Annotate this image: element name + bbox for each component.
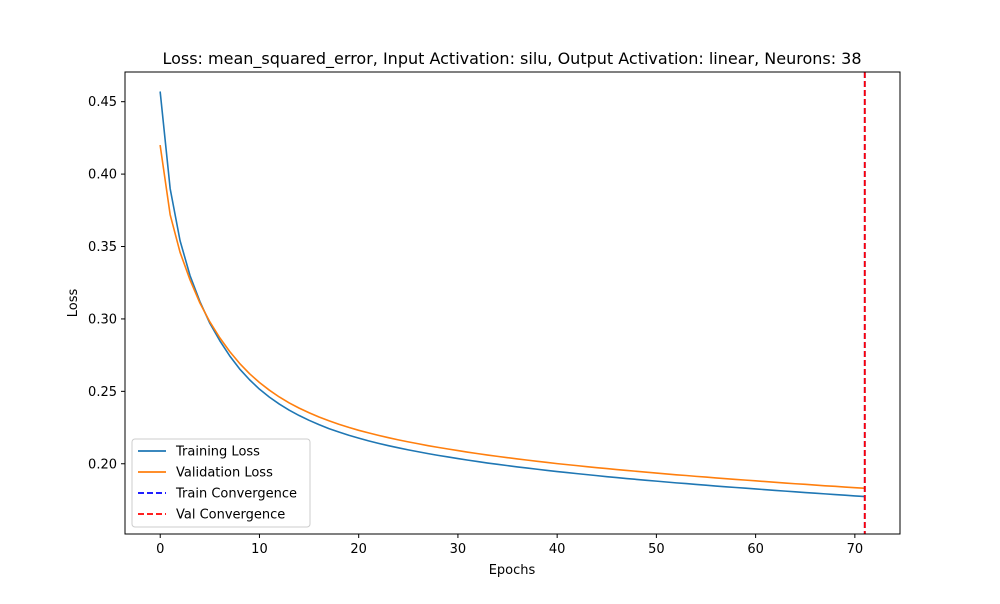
x-tick-label: 30 [450, 542, 467, 557]
x-tick-label: 50 [648, 542, 665, 557]
x-tick-label: 20 [350, 542, 367, 557]
legend: Training Loss Validation Loss Train Conver… [131, 438, 311, 528]
legend-items: Training Loss Validation Loss Train Conver… [138, 445, 297, 523]
x-axis-ticks: 0 10 20 30 40 50 60 70 [156, 534, 863, 557]
x-tick-label: 70 [847, 542, 864, 557]
x-axis-label: Epochs [489, 563, 536, 578]
plot-frame-border [124, 71, 901, 535]
y-tick-label: 0.35 [88, 240, 117, 255]
legend-box [131, 438, 311, 528]
training-loss-line [159, 91, 866, 498]
y-tick-label: 0.40 [88, 168, 117, 183]
x-tick-label: 60 [747, 542, 764, 557]
legend-label-train-convergence: Train Convergence [175, 487, 297, 502]
validation-loss-line [159, 144, 866, 490]
x-tick-label: 40 [549, 542, 566, 557]
legend-label-training-loss: Training Loss [175, 445, 260, 460]
y-axis-label: Loss [66, 289, 81, 318]
legend-label-val-convergence: Val Convergence [176, 508, 285, 523]
y-axis-ticks: 0.20 0.25 0.30 0.35 0.40 0.45 [88, 95, 125, 472]
y-tick-label: 0.20 [88, 457, 117, 472]
chart-title: Loss: mean_squared_error, Input Activati… [162, 49, 861, 69]
y-tick-label: 0.30 [88, 312, 117, 327]
y-tick-label: 0.45 [88, 95, 117, 110]
series-layer [159, 91, 866, 498]
legend-label-validation-loss: Validation Loss [176, 466, 273, 481]
x-tick-label: 10 [251, 542, 268, 557]
x-tick-label: 0 [156, 542, 164, 557]
y-tick-label: 0.25 [88, 385, 117, 400]
